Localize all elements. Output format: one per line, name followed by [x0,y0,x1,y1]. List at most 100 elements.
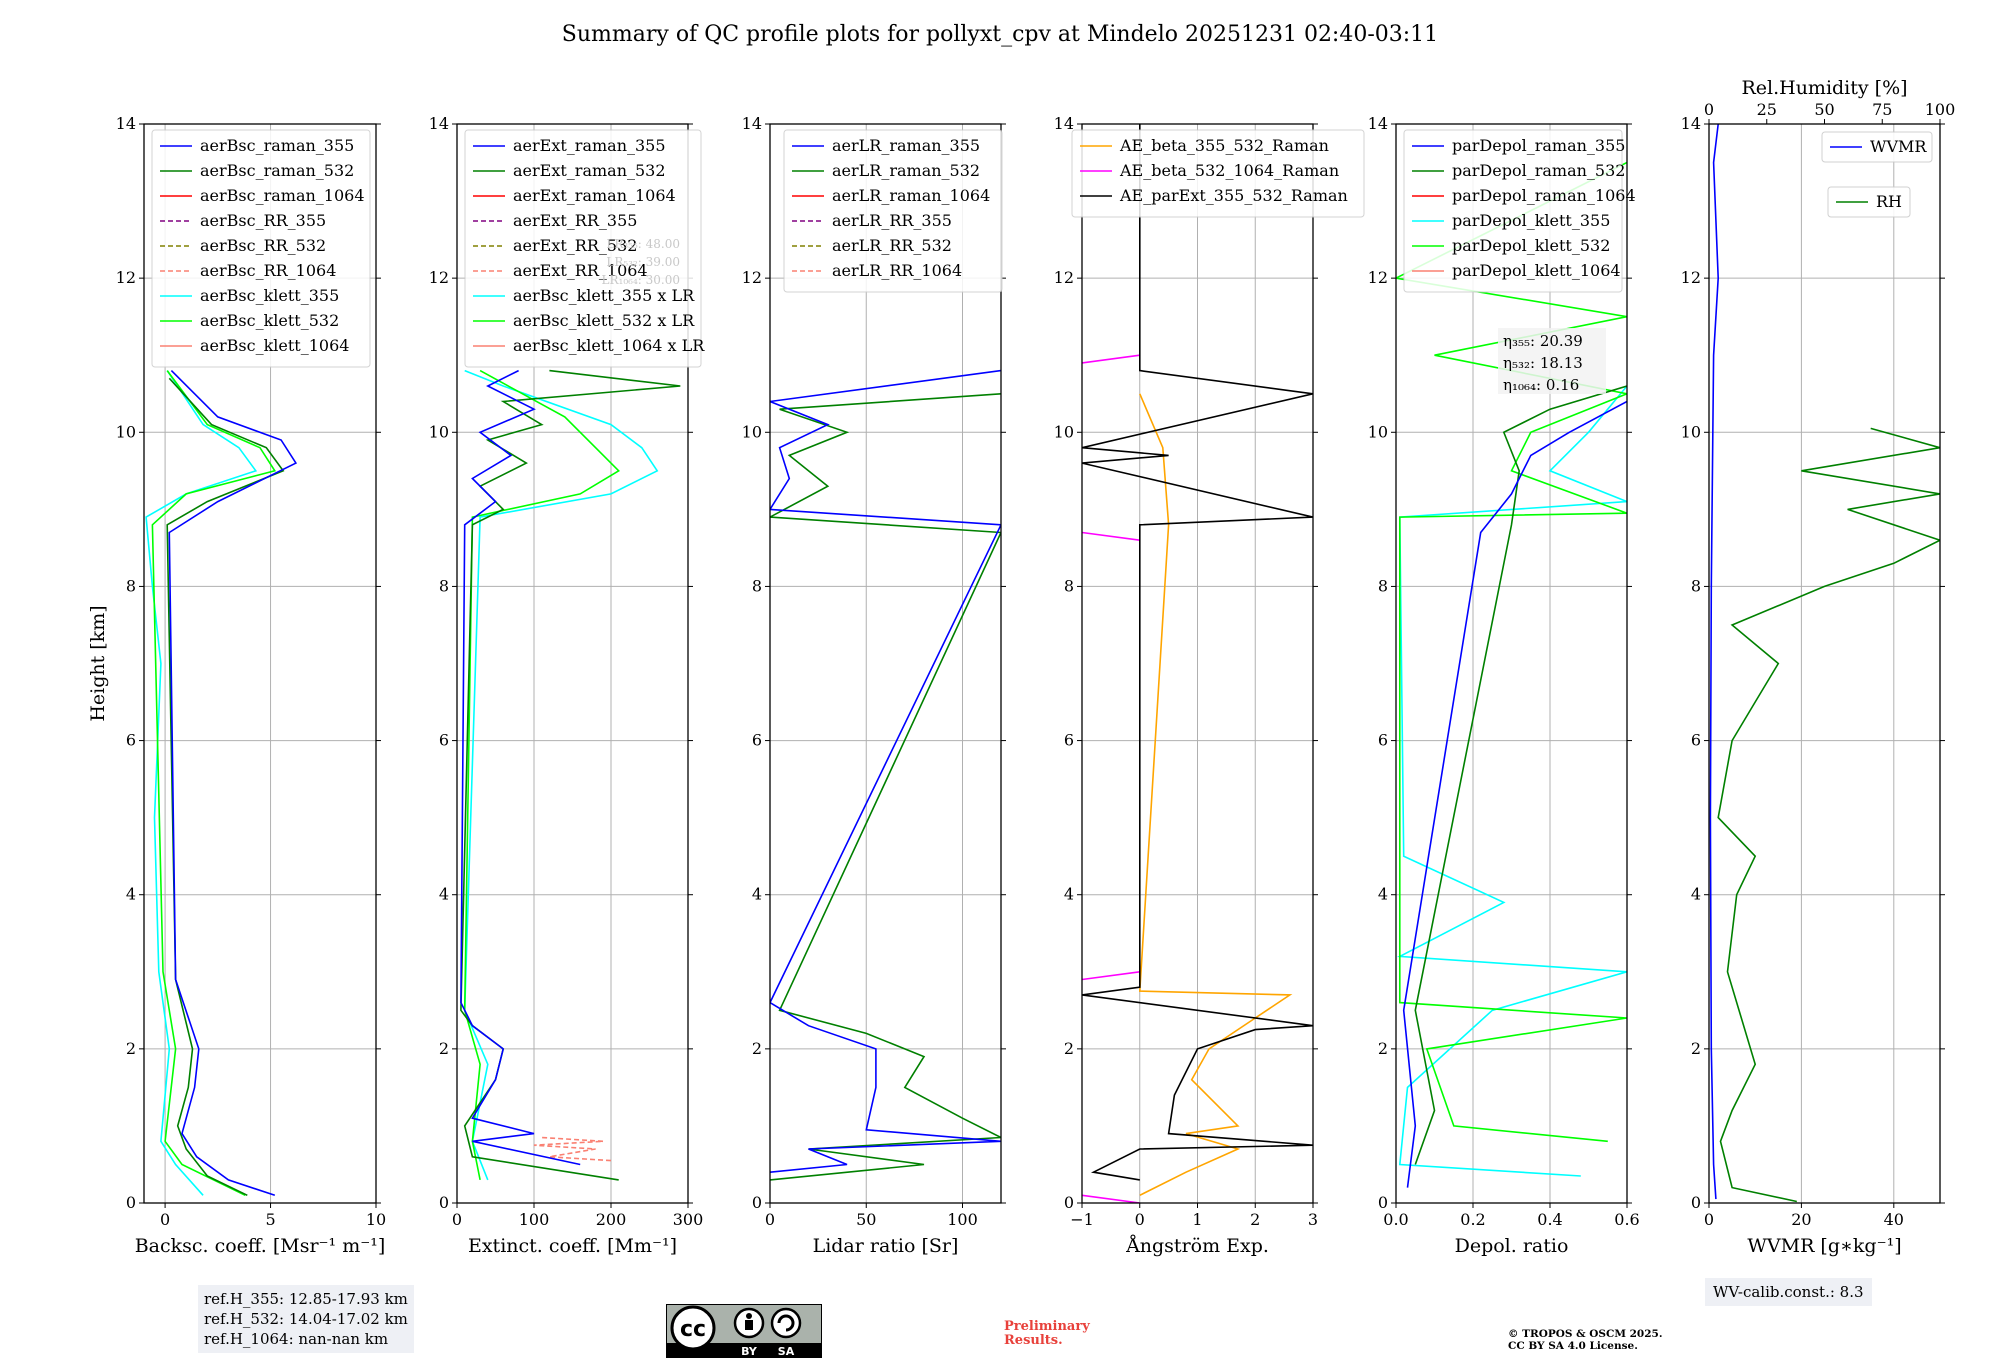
y-tick-label: 8 [1691,576,1701,595]
eta-annotation: η₃₅₅: 20.39 [1503,332,1583,350]
legend-label: aerBsc_RR_355 [200,211,326,230]
y-tick-label: 12 [1054,268,1074,287]
series-line-parDepol_raman_355 [1402,400,1627,1188]
annotation-box [1498,328,1606,394]
preliminary-results-note: Preliminary Results. [1004,1319,1090,1348]
series-line-aerBsc_raman_532 [166,377,285,1197]
y-tick-label: 8 [126,576,136,595]
legend-label: parDepol_klett_1064 [1452,261,1621,280]
cc-sa-label: SA [778,1345,795,1358]
y-tick-label: 12 [1681,268,1701,287]
x-tick-label: 200 [596,1210,627,1229]
x2-tick-label: 0 [1704,100,1714,119]
ref-height-1064: ref.H_1064: nan-nan km [204,1330,389,1348]
figure-title: Summary of QC profile plots for pollyxt_… [561,22,1439,47]
y-tick-label: 0 [752,1193,762,1212]
series-line-aerExt_raman_532 [460,369,681,1181]
legend-label: aerExt_raman_532 [513,161,666,180]
axes-frame [1395,123,1628,1204]
series-line-AE_beta_532_1064_Raman [1082,971,1140,981]
legend-label: aerBsc_klett_1064 [200,336,349,355]
series-line-AE_beta_532_1064_Raman [1082,1194,1140,1203]
y-tick-label: 10 [1054,422,1074,441]
legend-label: RH [1876,192,1902,211]
series-line-AE_beta_355_532_Raman [1138,393,1293,1197]
legend-label: aerExt_raman_1064 [513,186,676,205]
legend-label: parDepol_raman_355 [1452,136,1625,155]
ref-height-355: ref.H_355: 12.85-17.93 km [204,1290,408,1308]
x2-tick-label: 25 [1757,100,1777,119]
wv-calibration-box: WV-calib.const.: 8.3 [1705,1278,1872,1306]
eta-annotation: η₅₃₂: 18.13 [1503,354,1583,372]
copyright-note: © TROPOS & OSCM 2025. CC BY SA 4.0 Licen… [1508,1328,1663,1352]
y-tick-label: 8 [1064,576,1074,595]
x-tick-label: 20 [1791,1210,1811,1229]
series-line-parDepol_raman_532 [1414,385,1627,1165]
legend-label: aerLR_raman_1064 [832,186,990,205]
cc-by-sa-badge[interactable]: cc BY SA [666,1304,822,1358]
lidar-ratio-annotation: LR₃₅₅: 48.00 [606,237,680,251]
legend-label: aerBsc_RR_1064 [200,261,336,280]
series-line-AE_beta_532_1064_Raman [1082,531,1140,541]
y-tick-label: 0 [126,1193,136,1212]
y-tick-label: 6 [439,731,449,750]
x2-axis-label: Rel.Humidity [%] [1741,77,1907,99]
y-tick-label: 2 [752,1039,762,1058]
axes-frame [143,123,377,1204]
y-tick-label: 14 [116,114,136,133]
legend-box [1827,186,1911,218]
x-tick-label: 5 [265,1210,275,1229]
y-tick-label: 14 [1054,114,1074,133]
x2-tick-label: 50 [1814,100,1834,119]
legend-label: aerExt_RR_1064 [513,261,648,280]
series-line-parDepol_klett_532 [1396,161,1627,1143]
legend-label: aerExt_raman_355 [513,136,666,155]
x-tick-label: 0.4 [1537,1210,1562,1229]
y-tick-label: 8 [1378,576,1388,595]
x-tick-label: 0.6 [1614,1210,1639,1229]
y-tick-label: 6 [1064,731,1074,750]
x-tick-label: 10 [366,1210,386,1229]
legend-label: AE_beta_532_1064_Raman [1119,161,1339,180]
y-tick-label: 4 [1064,885,1074,904]
y-tick-label: 2 [1691,1039,1701,1058]
x-axis-label: Depol. ratio [1455,1235,1569,1257]
x-tick-label: 50 [856,1210,876,1229]
x-axis-label: Extinct. coeff. [Mm⁻¹] [468,1235,677,1257]
y-tick-label: 4 [1378,885,1388,904]
cc-icon [670,1305,716,1351]
y-tick-label: 10 [1368,422,1388,441]
y-tick-label: 8 [439,576,449,595]
legend-label: aerLR_raman_355 [832,136,980,155]
x-tick-label: 0 [1135,1210,1145,1229]
lidar-ratio-annotation: LR₅₃₂: 39.00 [606,255,680,269]
legend-label: parDepol_klett_532 [1452,236,1610,255]
legend-label: aerExt_RR_532 [513,236,637,255]
x-tick-label: 0 [765,1210,775,1229]
legend-label: AE_beta_355_532_Raman [1119,136,1329,155]
x-tick-label: −1 [1070,1210,1094,1229]
legend-box [1071,129,1365,218]
y-tick-label: 0 [1064,1193,1074,1212]
legend-label: aerBsc_klett_355 [200,286,339,305]
share-alike-icon [770,1307,802,1339]
y-tick-label: 2 [1064,1039,1074,1058]
reference-heights-box: ref.H_355: 12.85-17.93 km ref.H_532: 14.… [198,1285,414,1353]
x-tick-label: 40 [1884,1210,1904,1229]
legend-label: WVMR [1870,137,1927,156]
series-group [460,369,681,1181]
y-tick-label: 4 [1691,885,1701,904]
legend-label: aerBsc_klett_1064 x LR [513,336,705,355]
series-group [1709,124,1940,1203]
x-tick-label: 1 [1192,1210,1202,1229]
legend-label: aerBsc_raman_355 [200,136,354,155]
y-tick-label: 2 [439,1039,449,1058]
y-tick-label: 8 [752,576,762,595]
y-tick-label: 2 [1378,1039,1388,1058]
x-tick-label: 0.0 [1383,1210,1408,1229]
panel-5: 0 2 4 6 8 10 12 14 0.0 0.2 0.4 0.6 Depol. ratio parDe… [1368,114,1640,1257]
series-line-AE_beta_532_1064_Raman [1082,354,1140,364]
cc-by-label: BY [741,1345,758,1358]
legend-box [783,129,1003,293]
